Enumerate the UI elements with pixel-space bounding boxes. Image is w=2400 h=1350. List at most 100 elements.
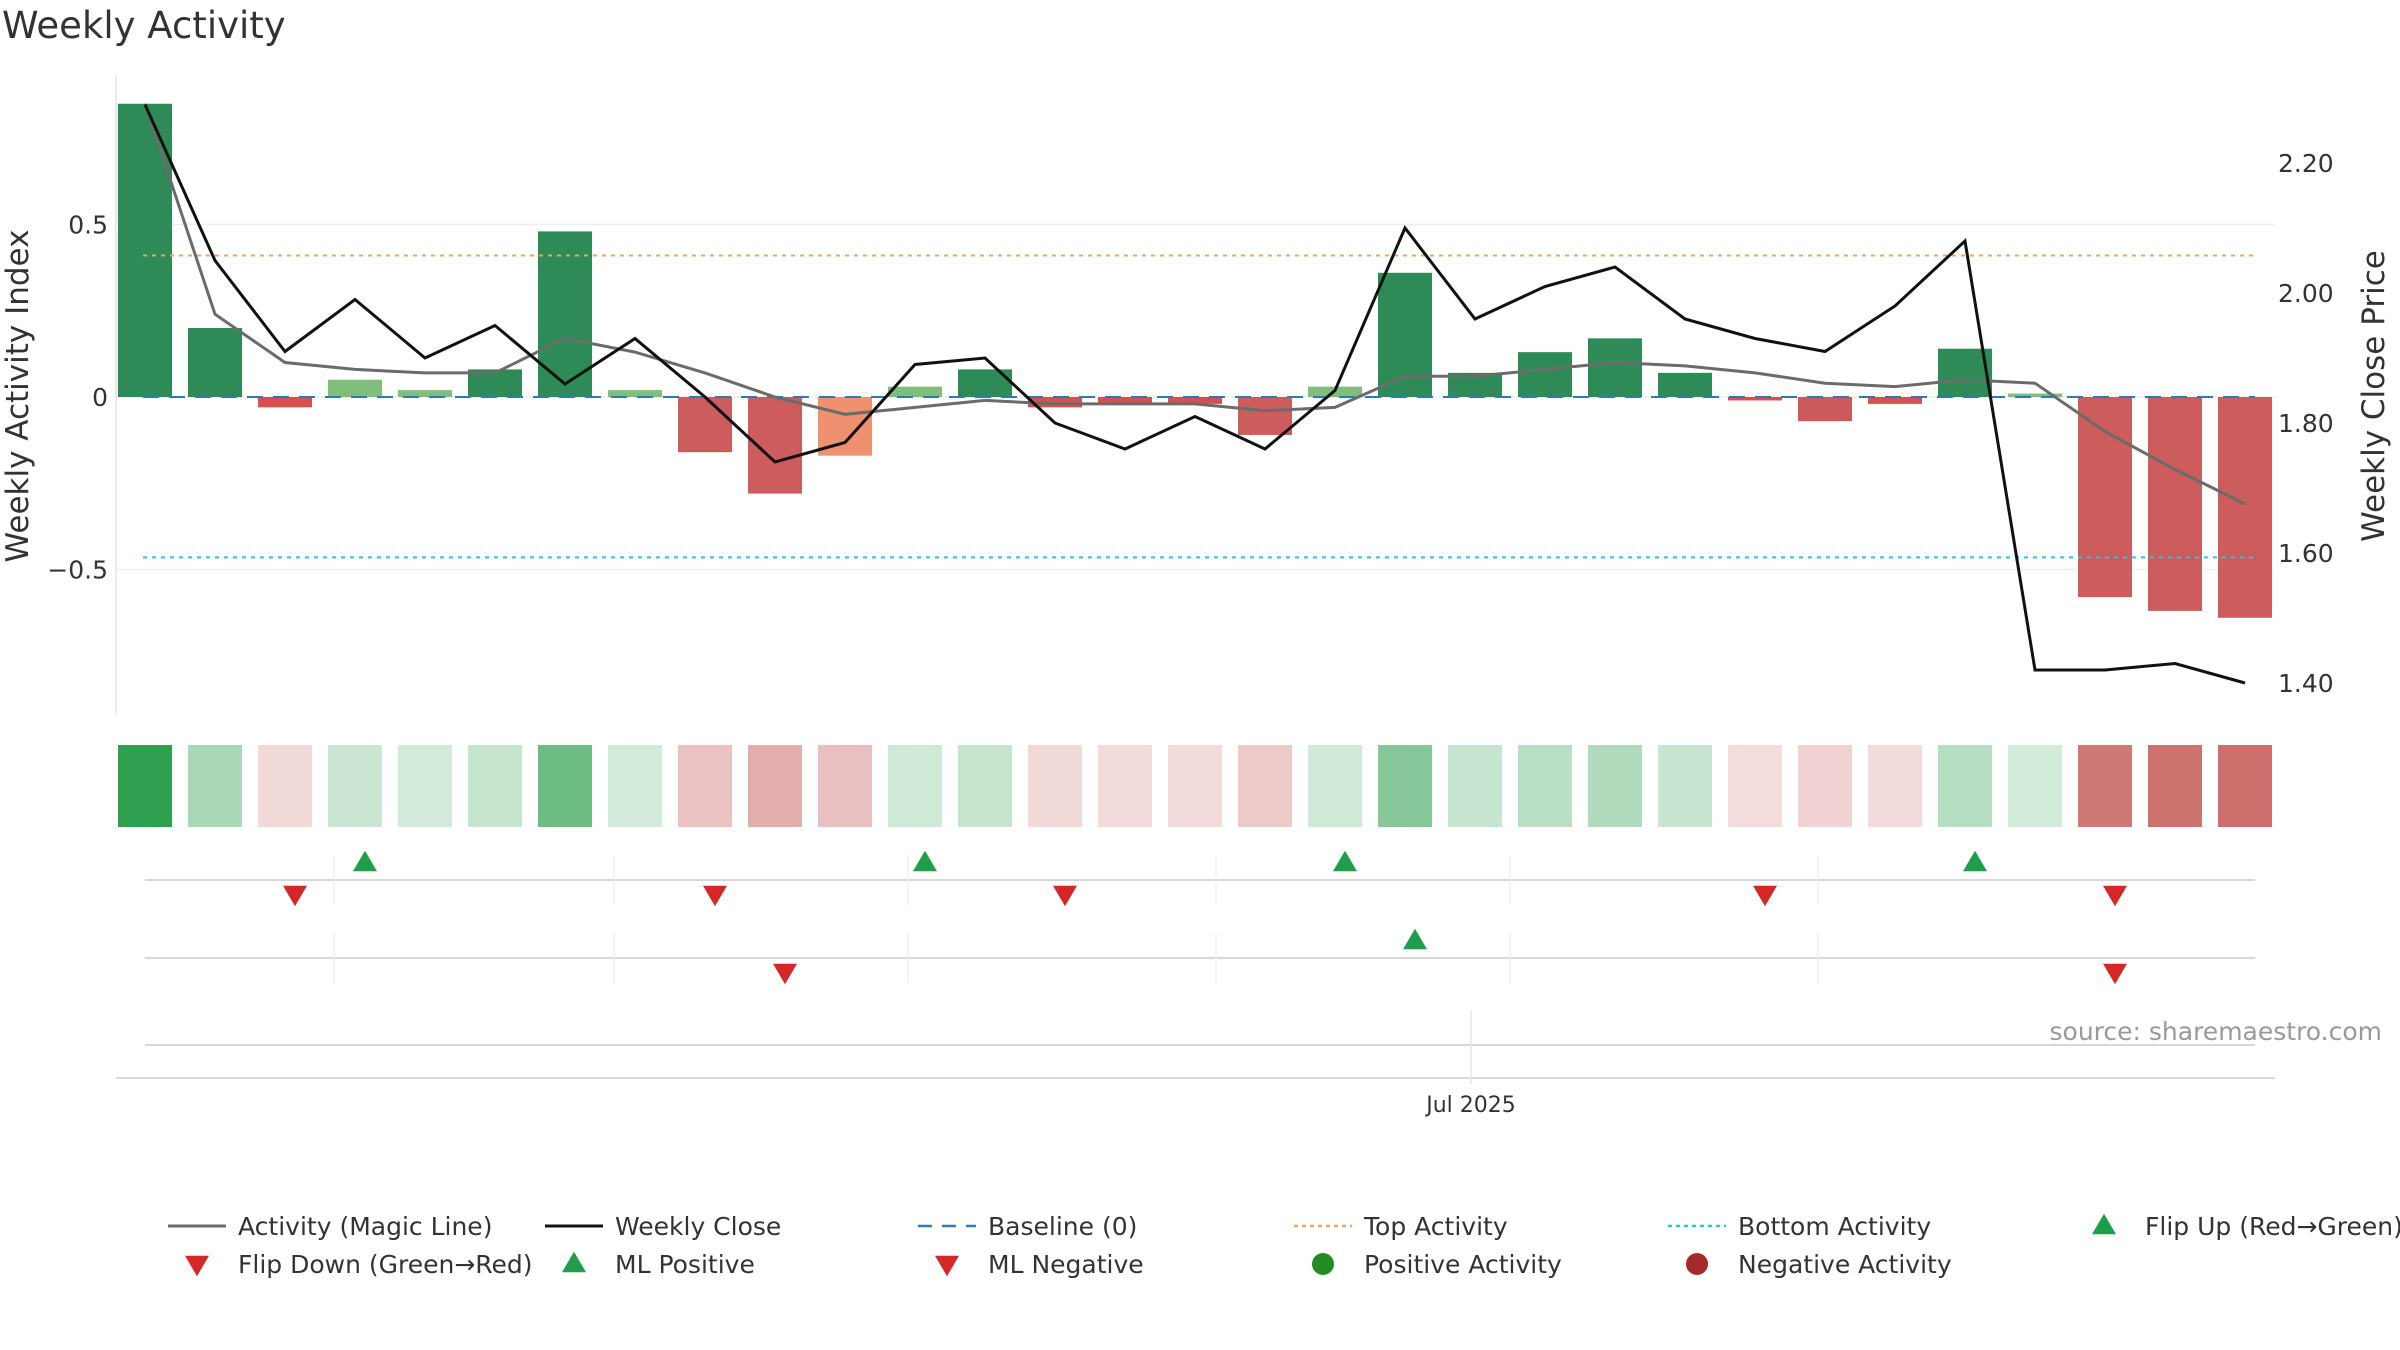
heat-cell <box>1588 745 1642 827</box>
legend-label: ML Positive <box>615 1250 755 1279</box>
activity-bar <box>2218 397 2272 618</box>
heat-cell <box>1868 745 1922 827</box>
activity-bar <box>1588 338 1642 397</box>
heat-cell <box>1448 745 1502 827</box>
flip-markers <box>283 850 2127 985</box>
activity-bar <box>1168 397 1222 404</box>
y2-tick-label: 1.60 <box>2278 539 2334 568</box>
legend-swatch <box>185 1255 209 1277</box>
heat-cell <box>1518 745 1572 827</box>
heat-cell <box>608 745 662 827</box>
heat-cell <box>2218 745 2272 827</box>
heat-cell <box>188 745 242 827</box>
heat-cell <box>958 745 1012 827</box>
flip-up-marker <box>353 850 377 872</box>
heat-cell <box>2148 745 2202 827</box>
heat-cell <box>328 745 382 827</box>
y2-tick-label: 1.40 <box>2278 669 2334 698</box>
activity-bar <box>1868 397 1922 404</box>
heat-cell <box>2008 745 2062 827</box>
legend-swatch <box>1312 1253 1334 1275</box>
legend-item: Flip Up (Red→Green) <box>2092 1212 2400 1241</box>
y-tick-label: 0 <box>92 383 108 412</box>
ml-positive-marker <box>1403 928 1427 950</box>
activity-bar <box>1518 352 1572 397</box>
activity-heat-strip <box>118 745 2272 827</box>
heat-cell <box>1028 745 1082 827</box>
activity-bar <box>678 397 732 453</box>
activity-bar <box>1658 372 1712 397</box>
legend-label: Bottom Activity <box>1738 1212 1931 1241</box>
activity-bar <box>1098 397 1152 404</box>
legend-label: Positive Activity <box>1364 1250 1562 1279</box>
heat-cell <box>1308 745 1362 827</box>
x-tick-label: Jul 2025 <box>1424 1093 1516 1118</box>
heat-cell <box>818 745 872 827</box>
heat-cell <box>748 745 802 827</box>
heat-cell <box>258 745 312 827</box>
heat-cell <box>1098 745 1152 827</box>
legend-item: Positive Activity <box>1312 1250 1562 1279</box>
heat-cell <box>1168 745 1222 827</box>
legend: Activity (Magic Line) Weekly Close Baselin… <box>168 1212 2400 1279</box>
legend-swatch <box>562 1251 586 1273</box>
weekly-close-line <box>143 103 2246 685</box>
y2-tick-label: 2.20 <box>2278 149 2334 178</box>
activity-bar <box>398 390 452 397</box>
heat-cell <box>1728 745 1782 827</box>
legend-label: Flip Down (Green→Red) <box>238 1250 533 1279</box>
activity-bar <box>1378 272 1432 397</box>
legend-label: ML Negative <box>988 1250 1144 1279</box>
activity-bar <box>2008 393 2062 397</box>
activity-bar <box>1728 397 1782 401</box>
legend-item: Activity (Magic Line) <box>168 1212 492 1241</box>
ml-negative-marker <box>773 963 797 985</box>
y-axis-label: Weekly Activity Index <box>0 230 36 563</box>
y2-axis-label: Weekly Close Price <box>2356 250 2392 542</box>
heat-cell <box>2078 745 2132 827</box>
activity-bars <box>118 103 2272 618</box>
legend-item: Baseline (0) <box>918 1212 1137 1241</box>
legend-label: Flip Up (Red→Green) <box>2145 1212 2400 1241</box>
lines-layer <box>143 103 2255 685</box>
legend-label: Activity (Magic Line) <box>238 1212 492 1241</box>
legend-item: ML Negative <box>935 1250 1144 1279</box>
flip-up-marker <box>913 850 937 872</box>
heat-cell <box>468 745 522 827</box>
activity-bar <box>1798 397 1852 422</box>
flip-down-marker <box>1053 885 1077 907</box>
y-tick-label: 0.5 <box>68 211 108 240</box>
activity-bar <box>2148 397 2202 611</box>
activity-bar <box>328 379 382 397</box>
legend-item: ML Positive <box>562 1250 755 1279</box>
activity-bar <box>118 103 172 397</box>
heat-cell <box>118 745 172 827</box>
activity-bar <box>818 397 872 456</box>
grid-layer <box>115 75 2275 1084</box>
heat-cell <box>1238 745 1292 827</box>
magic-line <box>143 103 2246 506</box>
legend-swatch <box>935 1255 959 1277</box>
source-text: source: sharemaestro.com <box>2050 1017 2383 1046</box>
legend-label: Weekly Close <box>615 1212 781 1241</box>
flip-up-marker <box>1963 850 1987 872</box>
heat-cell <box>1798 745 1852 827</box>
legend-item: Flip Down (Green→Red) <box>185 1250 533 1279</box>
flip-down-marker <box>283 885 307 907</box>
legend-swatch <box>1686 1253 1708 1275</box>
chart-title: Weekly Activity <box>2 4 286 47</box>
activity-bar <box>1238 397 1292 435</box>
ml-negative-marker <box>2103 963 2127 985</box>
activity-bar <box>608 390 662 397</box>
y2-tick-label: 1.80 <box>2278 409 2334 438</box>
flip-down-marker <box>703 885 727 907</box>
y2-tick-label: 2.00 <box>2278 279 2334 308</box>
legend-label: Negative Activity <box>1738 1250 1952 1279</box>
heat-cell <box>1938 745 1992 827</box>
legend-item: Negative Activity <box>1686 1250 1952 1279</box>
activity-bar <box>258 397 312 408</box>
activity-bar <box>888 386 942 397</box>
heat-cell <box>678 745 732 827</box>
heat-cell <box>1378 745 1432 827</box>
